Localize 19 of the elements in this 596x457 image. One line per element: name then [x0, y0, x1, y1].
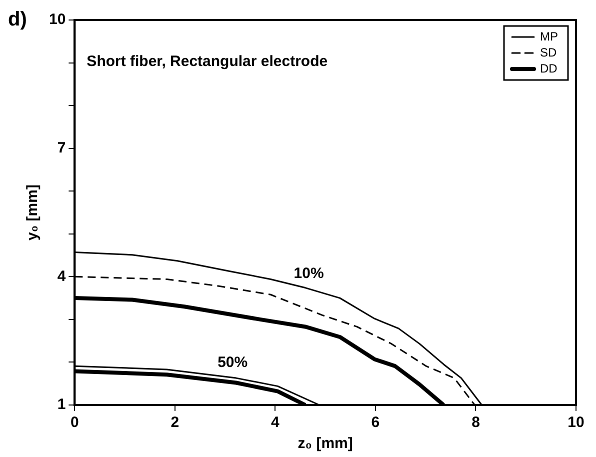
x-tick-label: 4	[271, 414, 280, 432]
legend-label: DD	[540, 61, 558, 76]
x-tick-label: 8	[472, 414, 480, 432]
y-tick-label: 10	[48, 11, 66, 28]
x-tick-label: 6	[371, 414, 380, 432]
x-tick-label: 2	[170, 414, 180, 432]
y-axis-title: y₀ [mm]	[24, 184, 42, 240]
x-axis-title: z₀ [mm]	[298, 435, 353, 452]
annotation: 10%	[294, 265, 324, 282]
y-tick-label: 4	[57, 268, 66, 285]
legend-label: SD	[540, 45, 558, 60]
text: d)	[8, 8, 27, 31]
y-tick-label: 1	[57, 396, 66, 414]
x-tick-label: 10	[568, 414, 584, 432]
x-tick-label: 0	[70, 414, 79, 432]
annotation: Short fiber, Rectangular electrode	[86, 53, 328, 70]
annotation: 50%	[218, 354, 248, 371]
y-tick-label: 7	[57, 139, 66, 156]
legend-label: MP	[540, 29, 558, 44]
